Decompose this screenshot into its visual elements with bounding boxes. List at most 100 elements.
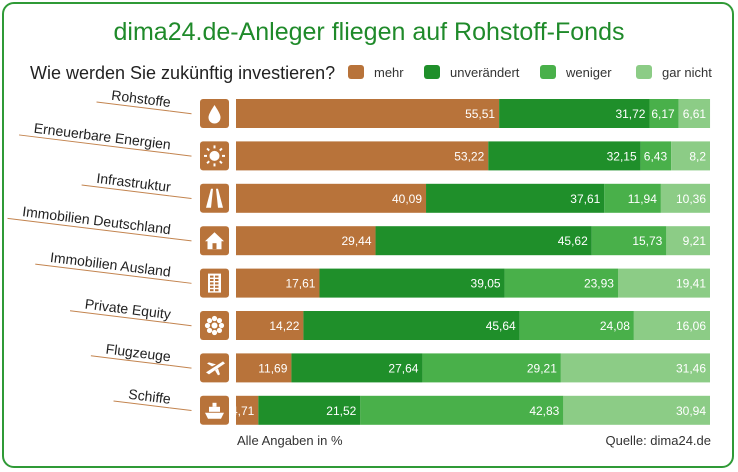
- bar-flugzeuge-unveraendert: [291, 353, 423, 383]
- bar-label-immobilien-deutschland-unveraendert: 45,62: [558, 234, 588, 248]
- category-underline-rohstoffe: [96, 101, 170, 112]
- category-connector-immobilien-deutschland: [169, 237, 192, 242]
- road-icon: [200, 183, 229, 213]
- bar-flugzeuge-gar-nicht: [560, 353, 710, 383]
- ship-icon: [200, 395, 229, 425]
- bar-label-rohstoffe-weniger: 6,17: [651, 107, 675, 121]
- bar-label-schiffe-weniger: 42,83: [529, 404, 559, 418]
- chart-title: dima24.de-Anleger fliegen auf Rohstoff-F…: [113, 18, 625, 46]
- category-label-group-rohstoffe: Rohstoffe: [96, 87, 192, 115]
- category-connector-private-equity: [169, 322, 192, 327]
- bar-label-immobilien-deutschland-weniger: 15,73: [632, 234, 662, 248]
- bar-erneuerbare-energien-gar-nicht: [671, 141, 710, 171]
- bar-label-private-equity-mehr: 14,22: [269, 319, 299, 333]
- sun-icon: [200, 141, 229, 171]
- airplane-icon: [200, 353, 229, 383]
- bar-label-private-equity-gar-nicht: 16,06: [676, 319, 706, 333]
- bar-label-infrastruktur-weniger: 11,94: [628, 192, 657, 206]
- bar-immobilien-deutschland-unveraendert: [375, 226, 592, 256]
- bar-immobilien-ausland-unveraendert: [319, 268, 505, 298]
- category-label-immobilien-ausland: Immobilien Ausland: [49, 249, 171, 280]
- bar-label-rohstoffe-mehr: 55,51: [465, 107, 495, 121]
- bar-label-immobilien-ausland-gar-nicht: 19,41: [676, 277, 706, 291]
- bar-label-erneuerbare-energien-mehr: 53,22: [454, 149, 484, 163]
- bar-label-flugzeuge-weniger: 29,21: [527, 361, 557, 375]
- category-label-schiffe: Schiffe: [128, 386, 172, 407]
- bar-label-rohstoffe-gar-nicht: 6,61: [683, 107, 707, 121]
- bar-label-flugzeuge-gar-nicht: 31,46: [676, 361, 706, 375]
- category-underline-schiffe: [113, 400, 170, 409]
- bar-label-erneuerbare-energien-unveraendert: 32,15: [607, 149, 637, 163]
- chart-question: Wie werden Sie zukünftig investieren?: [30, 63, 336, 83]
- bar-infrastruktur-weniger: [604, 183, 661, 213]
- category-label-group-infrastruktur: Infrastruktur: [81, 170, 192, 200]
- bar-label-private-equity-weniger: 24,08: [600, 319, 630, 333]
- bar-label-rohstoffe-unveraendert: 31,72: [615, 107, 645, 121]
- bar-infrastruktur-unveraendert: [426, 183, 605, 213]
- bar-erneuerbare-energien-unveraendert: [488, 141, 641, 171]
- bar-rohstoffe-mehr: [236, 99, 500, 128]
- footer-note: Alle Angaben in %: [237, 433, 343, 448]
- footer-source: Quelle: dima24.de: [605, 433, 711, 448]
- category-label-group-private-equity: Private Equity: [69, 296, 192, 327]
- bar-label-infrastruktur-gar-nicht: 10,36: [676, 192, 706, 206]
- category-underline-infrastruktur: [81, 184, 170, 197]
- bar-label-immobilien-ausland-unveraendert: 39,05: [471, 277, 501, 291]
- category-label-group-erneuerbare-energien: Erneuerbare Energien: [18, 120, 192, 157]
- category-connector-erneuerbare-energien: [169, 152, 192, 157]
- flower-icon: [200, 311, 229, 340]
- bar-label-private-equity-unveraendert: 45,64: [486, 319, 516, 333]
- building-icon: [200, 268, 229, 298]
- legend-swatch-unveraendert: [424, 65, 440, 79]
- bar-label-schiffe-mehr: 4,71: [231, 404, 255, 418]
- bar-private-equity-mehr: [236, 311, 304, 340]
- category-label-group-schiffe: Schiffe: [113, 386, 192, 412]
- bar-schiffe-weniger: [360, 395, 564, 425]
- legend-label-unveraendert: unverändert: [450, 65, 520, 80]
- category-label-group-flugzeuge: Flugzeuge: [90, 341, 192, 369]
- category-underline-private-equity: [69, 310, 170, 324]
- bar-rohstoffe-gar-nicht: [678, 99, 711, 128]
- bar-private-equity-unveraendert: [303, 311, 520, 340]
- bar-label-flugzeuge-mehr: 11,69: [258, 361, 287, 375]
- legend-label-mehr: mehr: [374, 65, 404, 80]
- bar-schiffe-gar-nicht: [563, 395, 710, 425]
- category-underline-immobilien-ausland: [35, 263, 170, 282]
- bar-label-infrastruktur-mehr: 40,09: [392, 192, 422, 206]
- category-connector-immobilien-ausland: [169, 280, 192, 284]
- drop-icon: [200, 99, 229, 128]
- bar-label-immobilien-ausland-mehr: 17,61: [285, 277, 315, 291]
- legend-swatch-gar-nicht: [636, 65, 652, 79]
- legend-label-weniger: weniger: [566, 65, 612, 80]
- category-label-erneuerbare-energien: Erneuerbare Energien: [33, 120, 172, 153]
- category-connector-infrastruktur: [169, 195, 192, 200]
- house-icon: [200, 226, 229, 256]
- legend-swatch-weniger: [540, 65, 556, 79]
- bar-label-flugzeuge-unveraendert: 27,64: [388, 361, 418, 375]
- category-connector-schiffe: [169, 407, 192, 412]
- bar-label-immobilien-deutschland-gar-nicht: 9,21: [683, 234, 707, 248]
- bar-schiffe-mehr: [236, 395, 259, 425]
- bar-immobilien-deutschland-weniger: [591, 226, 667, 256]
- legend-label-gar-nicht: gar nicht: [662, 65, 712, 80]
- category-label-flugzeuge: Flugzeuge: [105, 341, 172, 365]
- category-connector-rohstoffe: [169, 110, 192, 115]
- bar-rohstoffe-unveraendert: [499, 99, 650, 128]
- bar-erneuerbare-energien-weniger: [640, 141, 672, 171]
- bar-label-immobilien-deutschland-mehr: 29,44: [342, 234, 372, 248]
- category-underline-flugzeuge: [90, 355, 170, 366]
- bar-flugzeuge-weniger: [422, 353, 561, 383]
- bar-erneuerbare-energien-mehr: [236, 141, 489, 171]
- bar-private-equity-weniger: [519, 311, 634, 340]
- bar-immobilien-ausland-weniger: [504, 268, 618, 298]
- bar-flugzeuge-mehr: [236, 353, 292, 383]
- bar-label-erneuerbare-energien-weniger: 6,43: [644, 149, 668, 163]
- category-connector-flugzeuge: [169, 364, 192, 369]
- category-label-group-immobilien-deutschland: Immobilien Deutschland: [7, 203, 192, 242]
- bar-label-schiffe-gar-nicht: 30,94: [676, 404, 706, 418]
- category-underline-immobilien-deutschland: [7, 217, 170, 239]
- bar-immobilien-deutschland-gar-nicht: [666, 226, 710, 256]
- category-label-immobilien-deutschland: Immobilien Deutschland: [21, 203, 171, 237]
- bar-private-equity-gar-nicht: [633, 311, 710, 340]
